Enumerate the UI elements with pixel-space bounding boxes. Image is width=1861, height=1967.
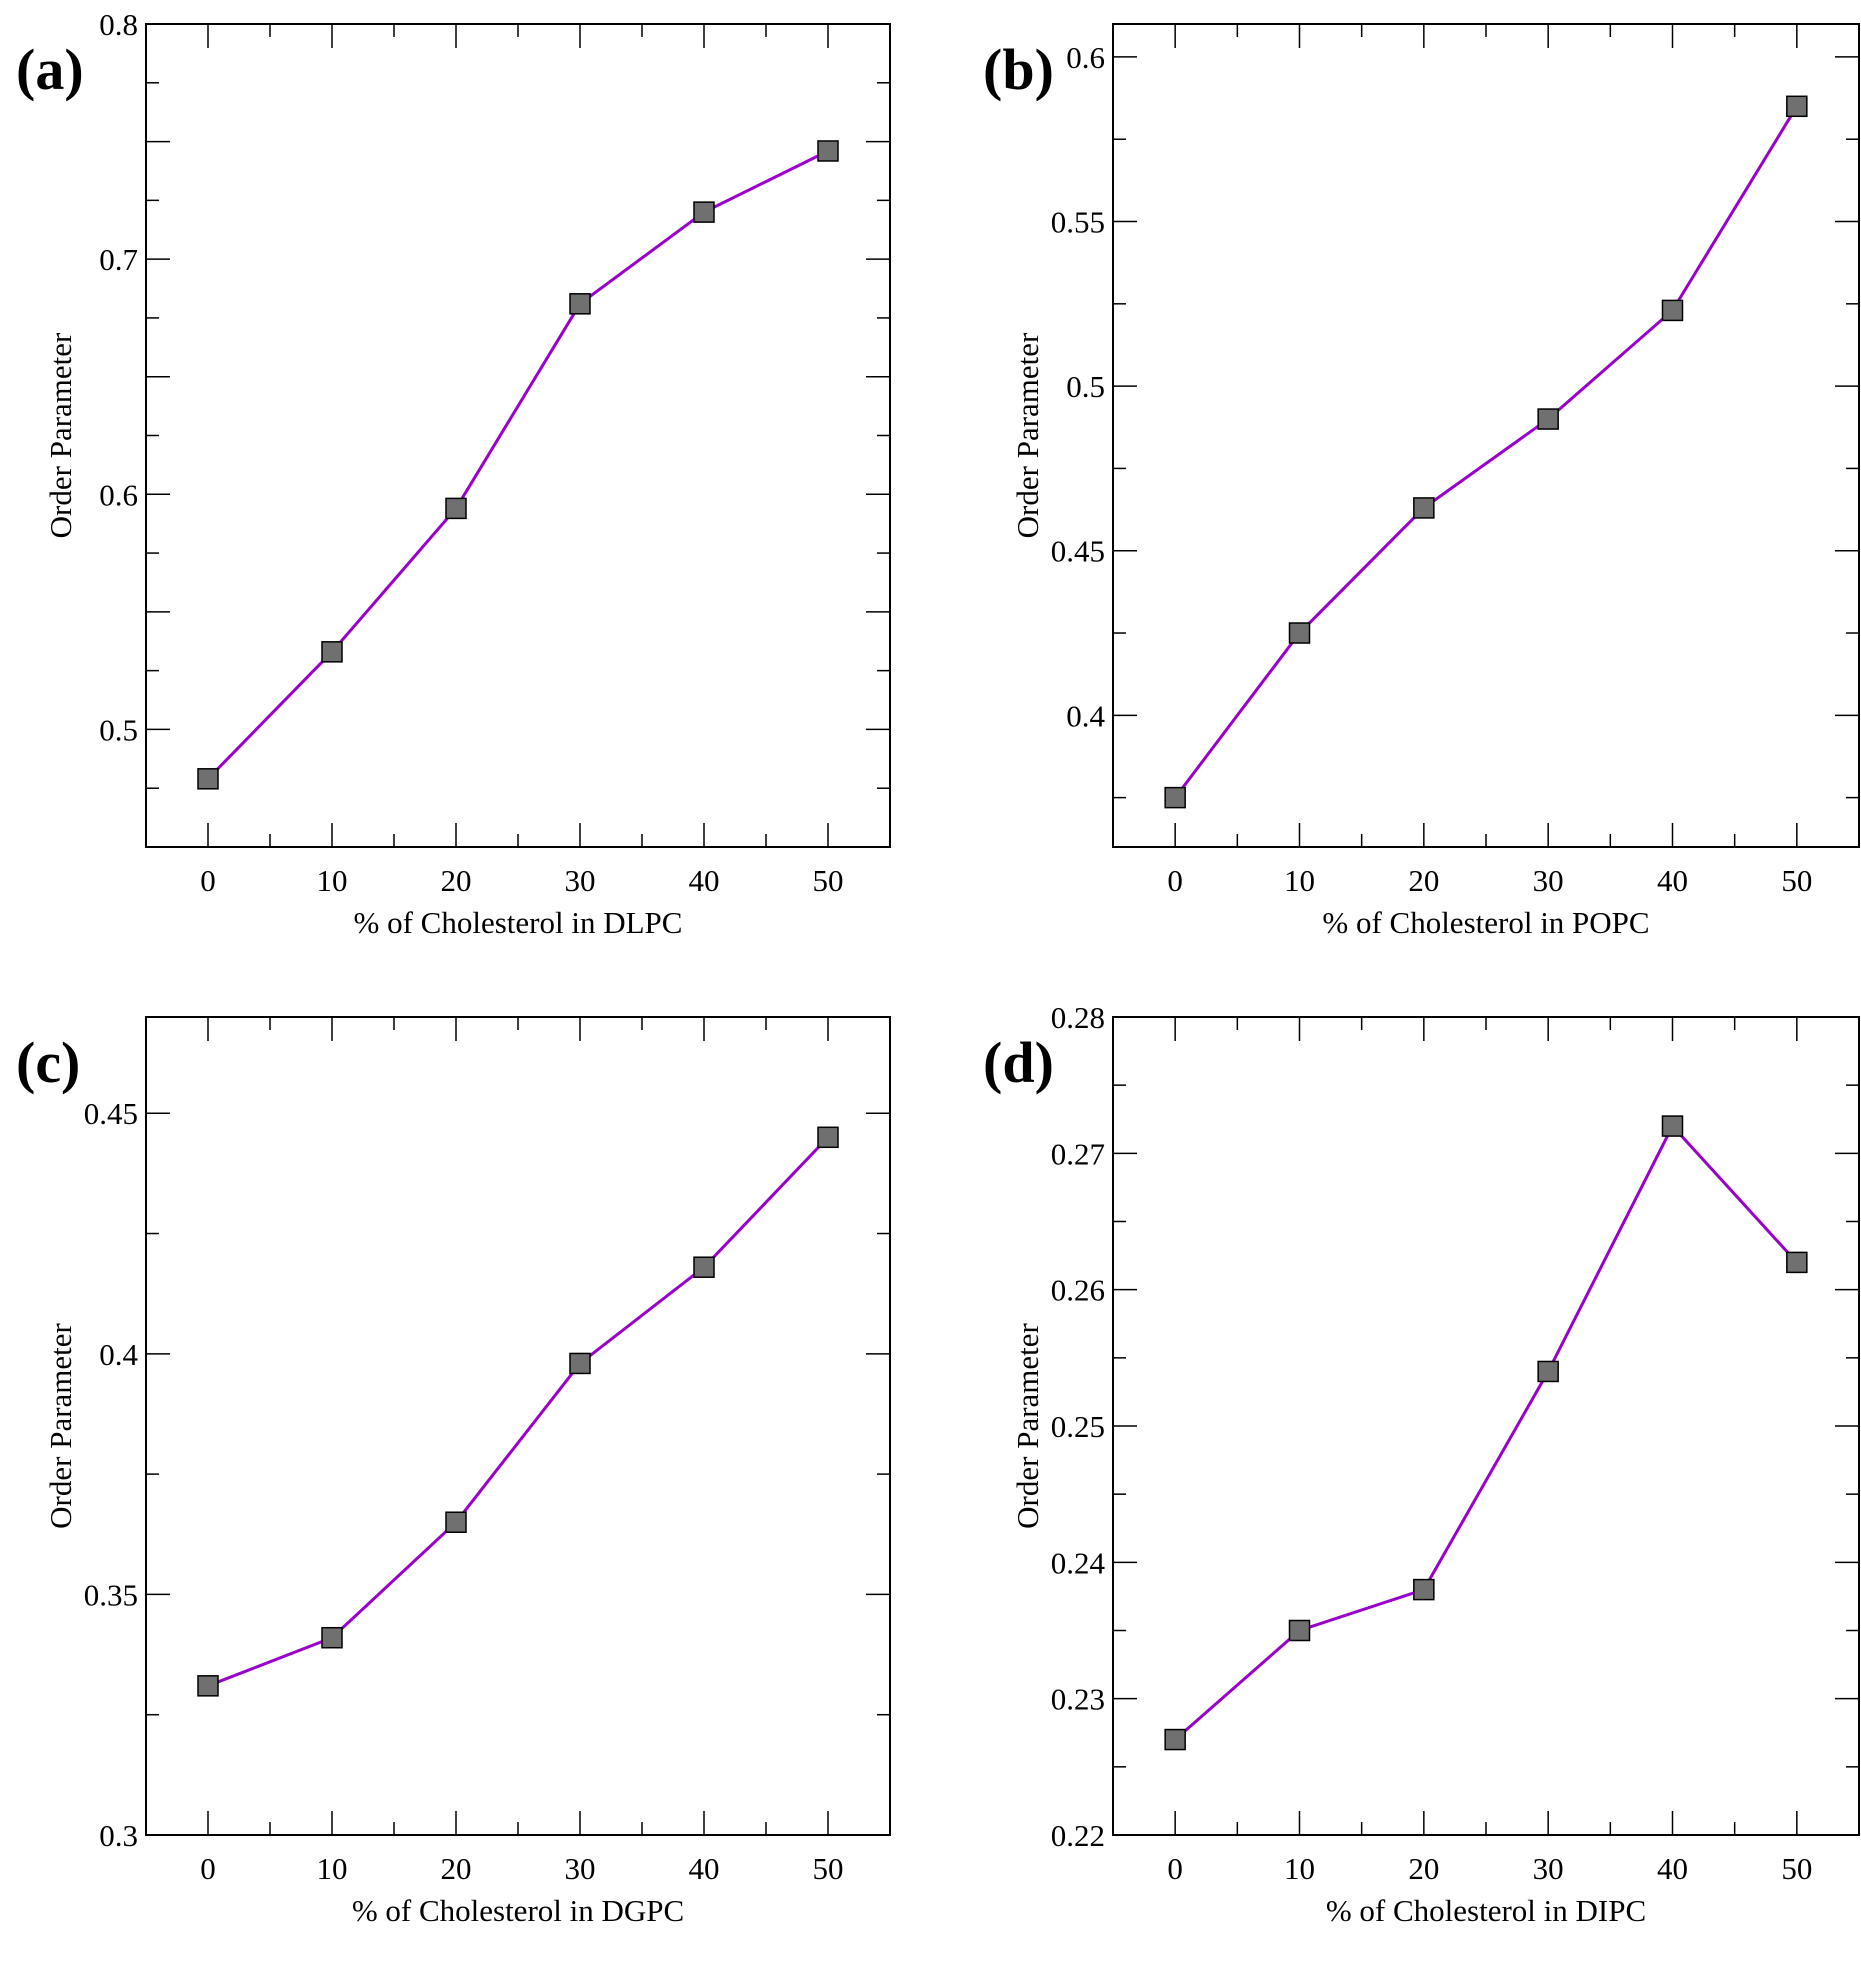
x-tick-label: 10	[317, 1851, 348, 1886]
x-tick-label: 30	[1533, 863, 1564, 898]
y-tick-label: 0.8	[99, 7, 138, 42]
x-axis-label: % of Cholesterol in DGPC	[352, 1893, 684, 1928]
y-tick-label: 0.45	[84, 1096, 138, 1131]
panel-label: (b)	[983, 37, 1054, 102]
x-tick-label: 20	[441, 1851, 472, 1886]
x-axis-label: % of Cholesterol in DIPC	[1326, 1893, 1646, 1928]
x-tick-label: 50	[1781, 863, 1812, 898]
y-tick-label: 0.6	[1066, 40, 1105, 75]
x-tick-label: 20	[1408, 863, 1439, 898]
y-tick-label: 0.35	[84, 1577, 138, 1612]
y-tick-label: 0.26	[1051, 1273, 1105, 1308]
data-point	[321, 1626, 343, 1649]
chart-panel-b: 0 10 20 30 40 50 0.4 0.45 0.5 0.55 0.6 % of Cholest…	[983, 23, 1860, 940]
data-point	[1661, 299, 1684, 322]
plot-frame	[145, 1016, 891, 1836]
x-axis-label: % of Cholesterol in POPC	[1322, 905, 1649, 940]
chart-panel-c: 0 10 20 30 40 50 0.3 0.35 0.4 0.45 % of Cholestero…	[16, 1016, 891, 1928]
y-tick-label: 0.25	[1051, 1409, 1105, 1444]
y-tick-label: 0.5	[1066, 369, 1105, 404]
x-tick-label: 10	[1284, 1851, 1315, 1886]
x-tick-label: 40	[1657, 863, 1688, 898]
x-tick-label: 30	[565, 863, 596, 898]
y-tick-label: 0.23	[1051, 1682, 1105, 1717]
data-point	[197, 1675, 219, 1697]
y-tick-label: 0.4	[99, 1337, 138, 1372]
series-line	[207, 1136, 830, 1688]
x-tick-label: 40	[689, 1851, 720, 1886]
y-tick-label: 0.7	[99, 242, 138, 277]
data-point	[1413, 1578, 1435, 1601]
panel-label: (d)	[983, 1030, 1054, 1095]
data-point	[1537, 408, 1559, 430]
data-point	[569, 293, 591, 315]
data-point	[1164, 786, 1186, 809]
y-tick-label: 0.45	[1051, 534, 1105, 569]
x-tick-label: 10	[1284, 863, 1315, 898]
series-line	[1173, 105, 1799, 799]
x-tick-label: 0	[1167, 863, 1183, 898]
data-point	[1661, 1115, 1684, 1137]
x-tick-label: 20	[1408, 1851, 1439, 1886]
x-tick-label: 50	[813, 863, 844, 898]
y-axis-label: Order Parameter	[43, 1322, 78, 1528]
data-point	[1288, 622, 1311, 644]
data-point	[1413, 497, 1435, 519]
y-tick-label: 0.4	[1066, 698, 1105, 733]
x-tick-label: 40	[689, 863, 720, 898]
x-tick-label: 0	[200, 863, 216, 898]
y-tick-label: 0.24	[1051, 1545, 1106, 1580]
y-tick-label: 0.3	[99, 1818, 138, 1853]
data-point	[1786, 95, 1808, 118]
plot-frame	[1112, 1016, 1860, 1836]
x-tick-label: 30	[1533, 1851, 1564, 1886]
y-tick-label: 0.55	[1051, 205, 1105, 240]
data-point	[1786, 1251, 1808, 1274]
data-point	[1288, 1619, 1311, 1642]
x-tick-label: 40	[1657, 1851, 1688, 1886]
data-point	[817, 140, 839, 162]
y-axis-label: Order Parameter	[43, 332, 78, 538]
data-point	[693, 201, 715, 223]
data-point	[445, 1511, 467, 1533]
data-point	[445, 497, 467, 520]
y-axis-label: Order Parameter	[1010, 1322, 1045, 1528]
x-tick-label: 0	[1167, 1851, 1183, 1886]
data-point	[1537, 1360, 1559, 1383]
chart-panel-a: 0 10 20 30 40 50 0.5 0.6 0.7 0.8 % of Cholesterol …	[16, 7, 891, 940]
data-point	[569, 1352, 591, 1375]
y-tick-label: 0.28	[1051, 1000, 1105, 1035]
x-tick-label: 50	[1781, 1851, 1812, 1886]
chart-panel-d: 0 10 20 30 40 50 0.22 0.23 0.24 0.25 0.26 0.27 0.28%…	[983, 1000, 1860, 1928]
x-tick-label: 0	[200, 1851, 216, 1886]
series-line	[206, 149, 829, 780]
x-axis-label: % of Cholesterol in DLPC	[354, 905, 683, 940]
y-tick-label: 0.22	[1051, 1818, 1105, 1853]
plot-frame	[1112, 23, 1860, 848]
x-tick-label: 50	[813, 1851, 844, 1886]
data-point	[817, 1126, 839, 1149]
y-tick-label: 0.27	[1051, 1136, 1105, 1171]
plot-frame	[145, 23, 891, 848]
panel-label: (c)	[16, 1030, 80, 1095]
data-point	[321, 641, 343, 663]
data-point	[197, 768, 219, 790]
y-tick-label: 0.6	[99, 477, 138, 512]
y-axis-label: Order Parameter	[1010, 332, 1045, 538]
x-tick-label: 20	[441, 863, 472, 898]
series-line	[1174, 1123, 1798, 1741]
data-point	[693, 1256, 715, 1278]
data-point	[1164, 1728, 1186, 1751]
x-tick-label: 30	[565, 1851, 596, 1886]
y-tick-label: 0.5	[99, 712, 138, 747]
panel-label: (a)	[16, 37, 84, 102]
x-tick-label: 10	[317, 863, 348, 898]
